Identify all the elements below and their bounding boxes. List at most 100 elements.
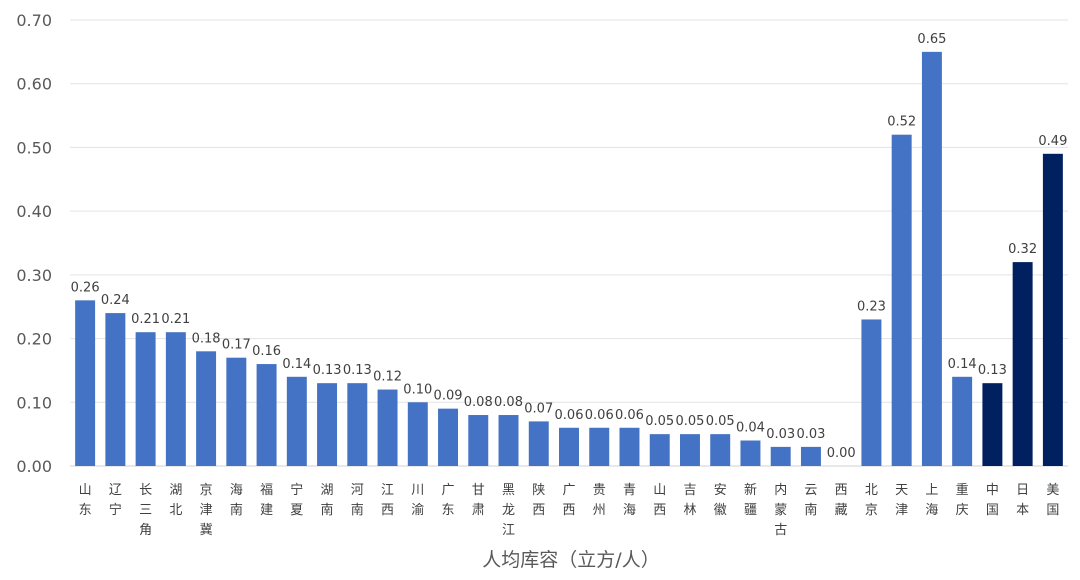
x-category-label: 北京 — [865, 483, 878, 518]
y-tick-label: 0.10 — [16, 393, 52, 412]
data-label: 0.32 — [1008, 242, 1037, 257]
y-axis: 0.00 0.10 0.20 0.30 0.40 0.50 0.60 0.70 — [16, 11, 52, 476]
bar — [165, 332, 186, 466]
x-axis-title: 人均库容（立方/人） — [482, 549, 659, 571]
x-category-label: 吉林 — [683, 483, 696, 518]
data-label: 0.06 — [585, 408, 614, 423]
x-category-label: 江西 — [381, 483, 394, 518]
x-category-label: 内蒙古 — [774, 482, 787, 538]
y-tick-label: 0.40 — [16, 202, 52, 221]
data-label: 0.03 — [766, 427, 795, 442]
data-label: 0.03 — [796, 427, 825, 442]
x-category-label: 广东 — [442, 483, 455, 518]
y-tick-label: 0.60 — [16, 75, 52, 94]
x-category-label: 重庆 — [956, 482, 969, 518]
y-tick-label: 0.00 — [16, 457, 52, 476]
y-tick-label: 0.50 — [16, 138, 52, 157]
data-label: 0.21 — [131, 312, 160, 327]
data-label: 0.24 — [101, 293, 130, 308]
x-category-label: 山东 — [79, 483, 92, 518]
data-label: 0.05 — [706, 414, 735, 429]
bar — [649, 434, 670, 466]
data-label: 0.06 — [615, 408, 644, 423]
data-label: 0.14 — [948, 357, 977, 372]
data-label: 0.26 — [71, 280, 100, 295]
data-label: 0.21 — [161, 312, 190, 327]
data-label: 0.14 — [282, 357, 311, 372]
data-label: 0.65 — [917, 32, 946, 47]
bar — [105, 313, 126, 466]
x-category-label: 日本 — [1016, 483, 1029, 518]
bar — [438, 408, 459, 466]
data-label: 0.16 — [252, 344, 281, 359]
x-category-label: 宁夏 — [290, 482, 303, 518]
data-label: 0.13 — [313, 363, 342, 378]
data-label: 0.05 — [675, 414, 704, 429]
bar — [377, 389, 398, 466]
x-category-label: 青海 — [623, 483, 636, 518]
x-category-label: 京津冀 — [200, 483, 213, 538]
x-category-label: 甘肃 — [472, 483, 485, 518]
bar — [135, 332, 156, 466]
x-category-label: 广西 — [562, 483, 575, 518]
y-tick-label: 0.30 — [16, 266, 52, 285]
data-label: 0.13 — [343, 363, 372, 378]
bar — [286, 376, 307, 466]
x-category-label: 天津 — [895, 483, 908, 518]
bar — [75, 300, 96, 466]
x-category-label: 新疆 — [744, 482, 757, 518]
bar — [800, 446, 821, 466]
bar — [528, 421, 549, 466]
bar — [1012, 262, 1033, 466]
x-category-label: 云南 — [804, 483, 817, 518]
x-category-label: 湖北 — [169, 483, 182, 518]
y-tick-label: 0.70 — [16, 11, 52, 30]
bar — [468, 415, 489, 466]
bar — [559, 427, 579, 466]
bar — [619, 427, 640, 466]
x-category-label: 河南 — [351, 483, 364, 518]
x-category-label: 湖南 — [321, 483, 334, 518]
gridlines — [70, 19, 1068, 467]
bars — [75, 51, 1063, 467]
bar — [770, 446, 791, 466]
bar — [347, 383, 368, 466]
bar — [740, 440, 761, 466]
x-category-label: 辽宁 — [109, 483, 122, 518]
data-labels: 0.260.240.21 0.210.18 0.17 0.160.14 0.13 0.13… — [71, 32, 1068, 461]
data-label: 0.17 — [222, 338, 251, 353]
data-label: 0.08 — [494, 395, 523, 410]
bar — [1042, 153, 1063, 467]
x-category-label: 上海 — [925, 483, 938, 518]
bar — [982, 383, 1003, 466]
bar — [589, 427, 610, 466]
data-label: 0.13 — [978, 363, 1007, 378]
x-category-label: 海南 — [230, 483, 243, 518]
bar — [679, 434, 700, 466]
data-label: 0.18 — [192, 331, 221, 346]
bar — [921, 51, 942, 466]
data-label: 0.23 — [857, 299, 886, 314]
data-label: 0.06 — [555, 408, 584, 423]
bar — [196, 351, 217, 466]
x-category-label: 山西 — [653, 483, 666, 518]
data-label: 0.09 — [434, 389, 463, 404]
y-tick-label: 0.20 — [16, 330, 52, 349]
bar — [317, 383, 338, 466]
x-category-label: 西藏 — [835, 483, 848, 518]
x-category-label: 安徽 — [714, 483, 727, 518]
data-label: 0.52 — [887, 115, 916, 130]
data-label: 0.12 — [373, 370, 402, 385]
data-label: 0.08 — [464, 395, 493, 410]
bar — [952, 376, 973, 466]
data-label: 0.05 — [645, 414, 674, 429]
data-label: 0.07 — [524, 401, 553, 416]
x-category-label: 贵州 — [593, 483, 606, 518]
data-label: 0.10 — [403, 382, 432, 397]
x-category-label: 黑龙江 — [502, 483, 515, 538]
bar — [407, 402, 428, 466]
bar — [861, 319, 882, 466]
data-label: 0.04 — [736, 421, 765, 436]
